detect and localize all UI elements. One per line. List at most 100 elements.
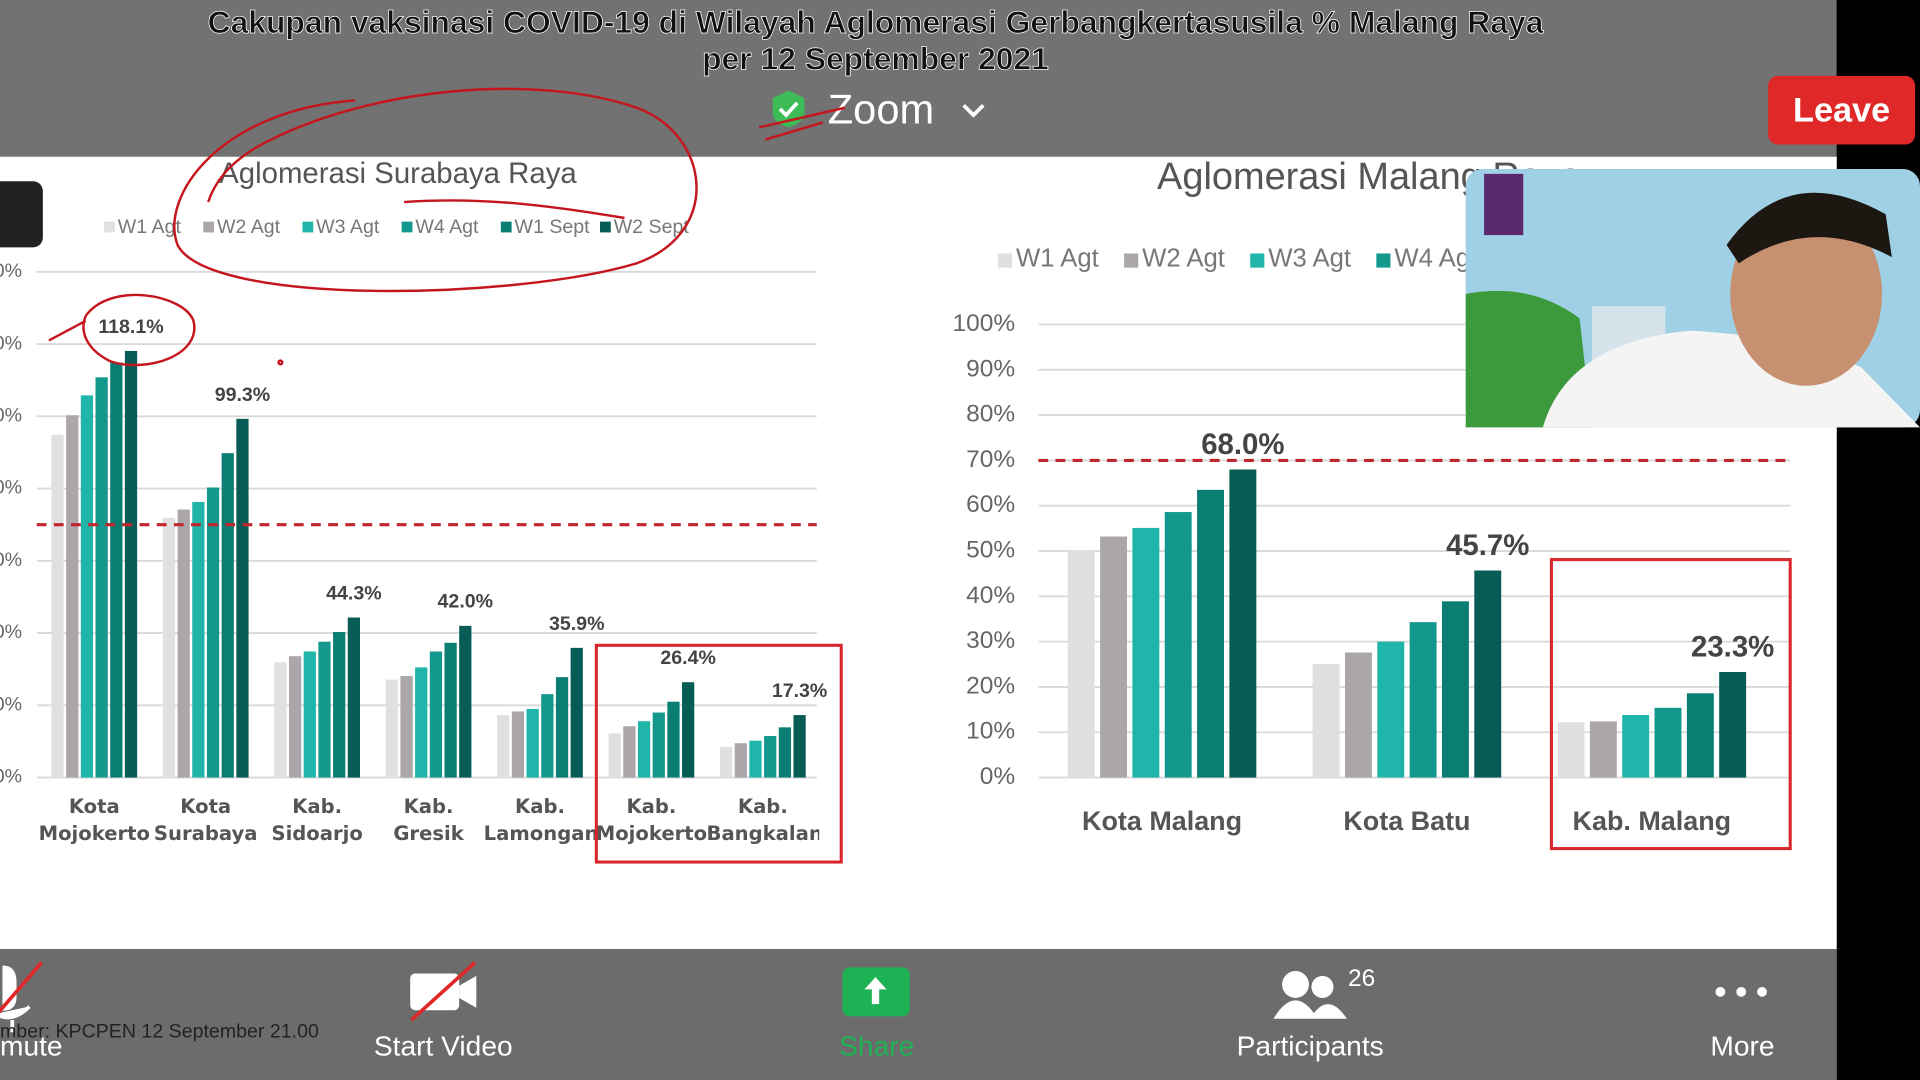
value-label: 68.0% xyxy=(1201,428,1284,461)
bar xyxy=(1654,707,1682,778)
bar xyxy=(764,736,777,778)
share-arrow xyxy=(864,977,887,1005)
bar xyxy=(1589,721,1617,778)
x-tick-label: Kab. Mojokerto xyxy=(595,794,708,845)
legend-label: W2 Agt xyxy=(1142,244,1225,272)
y-tick-label: 100% xyxy=(0,404,22,426)
bar xyxy=(1100,536,1128,778)
more-icon[interactable] xyxy=(1715,986,1767,997)
video-slash xyxy=(410,961,477,1022)
bar xyxy=(1197,489,1224,778)
legend-label: W1 Agt xyxy=(118,216,182,238)
bar xyxy=(778,727,792,778)
bar xyxy=(206,487,220,778)
leave-label[interactable]: Leave xyxy=(1793,92,1890,130)
video-icon[interactable] xyxy=(459,975,477,1008)
bar xyxy=(429,651,443,778)
legend-swatch xyxy=(1124,253,1139,268)
legend-swatch xyxy=(600,221,611,233)
y-tick-label: 40% xyxy=(966,582,1015,609)
bar xyxy=(511,711,525,778)
value-label: 17.3% xyxy=(772,680,828,702)
bar xyxy=(1474,570,1502,778)
bar xyxy=(1132,527,1160,778)
bar xyxy=(623,726,636,778)
bar xyxy=(667,701,680,778)
bar xyxy=(459,625,472,778)
bar xyxy=(1441,601,1469,778)
highlight-box xyxy=(1549,558,1792,851)
bar xyxy=(1229,469,1257,778)
legend-swatch xyxy=(104,221,115,233)
bar xyxy=(652,712,665,778)
y-tick-label: 60% xyxy=(966,491,1015,518)
bar xyxy=(720,746,733,778)
x-tick-label: Kota Mojokerto xyxy=(38,794,150,845)
y-tick-label: 0% xyxy=(0,766,22,788)
person-hair xyxy=(1726,192,1892,264)
x-tick-label: Kab. Lamongan xyxy=(484,795,597,845)
chevron[interactable] xyxy=(962,104,985,118)
chart-title: Aglomerasi Surabaya Raya xyxy=(219,157,577,190)
bar xyxy=(637,721,651,778)
video-icon[interactable] xyxy=(410,973,460,1011)
x-tick-label: Kab. Gresik xyxy=(393,794,464,845)
y-tick-label: 60% xyxy=(0,549,22,571)
mute-label[interactable]: mute xyxy=(0,1031,63,1062)
participants-label[interactable]: Participants xyxy=(1237,1031,1384,1062)
bar xyxy=(1409,622,1437,778)
more-label[interactable]: More xyxy=(1710,1031,1774,1062)
legend-swatch xyxy=(1250,253,1265,268)
value-label: 42.0% xyxy=(438,591,494,613)
bar xyxy=(177,509,190,778)
legend-label: W4 Agt xyxy=(415,216,479,238)
participants-icon[interactable] xyxy=(1273,971,1347,1019)
legend-label: W2 Sept xyxy=(614,216,690,238)
legend-label: W4 Agt xyxy=(1394,244,1477,272)
legend-swatch xyxy=(203,221,215,233)
mic-icon[interactable] xyxy=(0,965,31,1033)
bar xyxy=(1622,715,1650,778)
y-tick-label: 20% xyxy=(966,672,1015,699)
bar xyxy=(303,651,316,778)
y-tick-label: 40% xyxy=(0,621,22,643)
bar xyxy=(51,434,64,778)
y-tick-label: 80% xyxy=(0,477,22,499)
value-label: 99.3% xyxy=(215,384,271,406)
bar xyxy=(80,395,94,778)
bar xyxy=(400,676,413,778)
bar xyxy=(221,453,234,778)
leave-button[interactable] xyxy=(1768,75,1916,145)
bar xyxy=(541,694,554,778)
bar xyxy=(1067,551,1095,778)
y-tick-label: 100% xyxy=(953,310,1016,337)
bar xyxy=(749,740,762,778)
zoom-label[interactable]: Zoom xyxy=(828,86,934,133)
x-tick-label: Kota Surabaya xyxy=(154,795,258,845)
bar xyxy=(444,642,457,778)
person-face xyxy=(1730,202,1883,386)
bar xyxy=(347,617,360,778)
legend-swatch xyxy=(302,221,314,233)
y-tick-label: 140% xyxy=(0,260,22,282)
bar xyxy=(66,415,79,778)
y-tick-label: 50% xyxy=(966,536,1015,563)
share-label[interactable]: Share xyxy=(839,1031,914,1062)
bar xyxy=(608,733,621,778)
bar xyxy=(1312,663,1340,778)
x-tick-label: Kab. Mojokerto xyxy=(595,794,708,845)
mute-slash xyxy=(0,961,44,1014)
y-tick-label: 30% xyxy=(966,627,1015,654)
value-label: 45.7% xyxy=(1446,529,1529,562)
bar xyxy=(1344,652,1372,778)
side-strip xyxy=(1836,0,1920,1080)
bar xyxy=(236,418,249,778)
bar xyxy=(1164,512,1192,778)
bar xyxy=(570,647,583,778)
highlight-box xyxy=(594,643,843,864)
legend-label: W2 Agt xyxy=(217,216,281,238)
video-label[interactable]: Start Video xyxy=(374,1031,513,1062)
bar xyxy=(318,641,331,778)
mic-badge xyxy=(0,181,43,248)
